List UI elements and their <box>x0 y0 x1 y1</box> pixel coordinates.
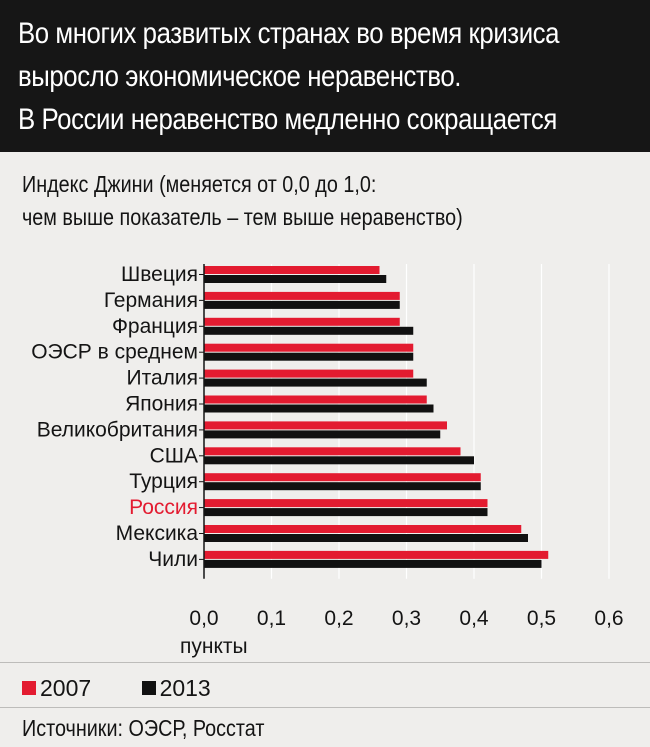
x-tick-label: 0,6 <box>594 607 623 630</box>
bar-2013 <box>204 275 387 283</box>
x-tick-label: 0,2 <box>324 607 353 630</box>
legend-label-2013: 2013 <box>159 675 211 701</box>
bar-2013 <box>204 352 414 361</box>
bar-2007 <box>204 266 380 274</box>
bar-2013 <box>204 430 441 439</box>
bar-2007 <box>204 369 414 378</box>
bar-2013 <box>204 378 427 387</box>
category-label: ОЭСР в среднем <box>31 341 198 364</box>
bars <box>204 266 549 568</box>
bar-2007 <box>204 473 481 482</box>
category-labels: Швеция Германия Франция ОЭСР в среднем Итали… <box>31 263 198 571</box>
chart-subtitle: Индекс Джини (меняется от 0,0 до 1,0: че… <box>22 168 642 234</box>
y-axis <box>199 264 205 579</box>
bar-2007 <box>204 525 522 533</box>
bar-2007 <box>204 343 414 352</box>
x-tick-labels: 0,0 0,1 0,2 0,3 0,4 0,5 0,6 <box>189 607 623 630</box>
bar-2013 <box>204 482 481 491</box>
bar-2013 <box>204 326 414 335</box>
bar-2013 <box>204 534 528 542</box>
bar-2007 <box>204 421 447 430</box>
category-label: Великобритания <box>37 418 198 441</box>
legend-label-2007: 2007 <box>40 675 92 701</box>
category-label: Италия <box>126 367 198 390</box>
legend-swatch-2013 <box>141 681 156 695</box>
x-tick-label: 0,4 <box>459 607 489 630</box>
x-axis-label: пункты <box>180 635 248 658</box>
bar-2007 <box>204 447 461 456</box>
subtitle-line-1: Индекс Джини (меняется от 0,0 до 1,0: <box>22 171 377 197</box>
category-label: Чили <box>148 548 198 571</box>
legend-item-2007: 2007 <box>22 673 91 703</box>
category-label: Мексика <box>116 522 199 545</box>
category-label: Россия <box>129 496 198 519</box>
bar-2007 <box>204 291 400 300</box>
x-tick-label: 0,5 <box>527 607 556 630</box>
legend: 2007 2013 <box>22 673 255 703</box>
bar-2007 <box>204 499 488 508</box>
legend-item-2013: 2013 <box>141 673 211 703</box>
subtitle-line-2: чем выше показатель – тем выше неравенст… <box>22 204 463 230</box>
source-note: Источники: ОЭСР, Росстат <box>22 715 265 741</box>
bar-2013 <box>204 559 542 568</box>
divider <box>0 662 650 663</box>
category-label: Германия <box>104 289 198 312</box>
chart-header: Во многих развитых странах во время криз… <box>0 0 650 152</box>
category-label: США <box>150 444 198 467</box>
x-tick-label: 0,0 <box>189 607 218 630</box>
header-line-1: Во многих развитых странах во время криз… <box>18 17 560 50</box>
category-label: Франция <box>112 315 198 338</box>
bar-2007 <box>204 317 400 326</box>
x-tick-label: 0,3 <box>392 607 421 630</box>
category-label: Турция <box>129 470 198 493</box>
x-tick-label: 0,1 <box>257 607 286 630</box>
bar-2007 <box>204 395 427 404</box>
bar-2007 <box>204 550 549 559</box>
bar-2013 <box>204 456 474 465</box>
bar-2013 <box>204 404 434 413</box>
header-line-3: В России неравенство медленно сокращаетс… <box>18 103 557 136</box>
bar-2013 <box>204 508 488 517</box>
header-line-2: выросло экономическое неравенство. <box>18 60 462 93</box>
bar-2013 <box>204 300 400 309</box>
bar-chart: Швеция Германия Франция ОЭСР в среднем Итали… <box>31 263 623 658</box>
divider <box>0 707 650 708</box>
category-label: Швеция <box>121 263 198 286</box>
category-label: Япония <box>125 393 198 416</box>
legend-swatch-2007 <box>22 681 36 695</box>
